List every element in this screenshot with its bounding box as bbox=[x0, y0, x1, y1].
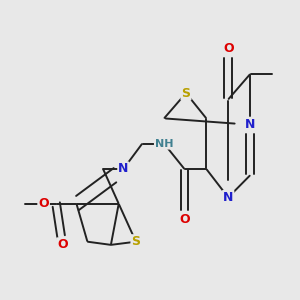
Text: S: S bbox=[182, 87, 190, 100]
Text: NH: NH bbox=[155, 139, 173, 149]
Text: S: S bbox=[131, 235, 140, 248]
Text: N: N bbox=[245, 118, 255, 131]
Text: O: O bbox=[57, 238, 68, 251]
Text: N: N bbox=[223, 191, 233, 204]
Text: O: O bbox=[179, 213, 190, 226]
Text: O: O bbox=[38, 197, 49, 210]
Text: N: N bbox=[118, 163, 129, 176]
Text: O: O bbox=[223, 42, 233, 55]
